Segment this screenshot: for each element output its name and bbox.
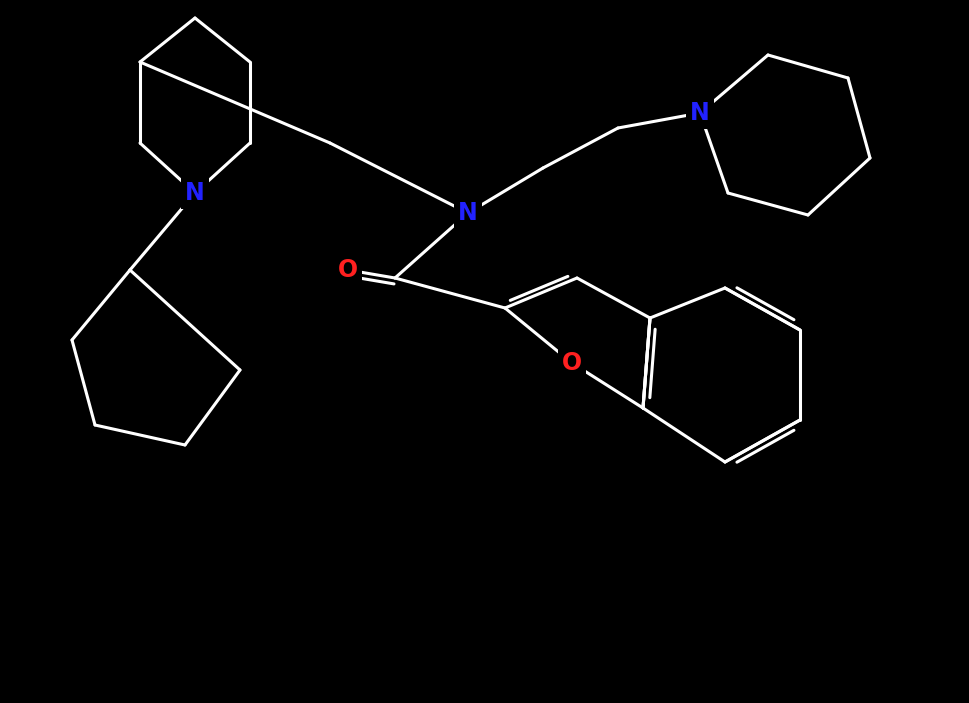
Text: N: N	[458, 201, 478, 225]
Text: O: O	[338, 258, 359, 282]
Text: N: N	[185, 181, 204, 205]
Text: O: O	[562, 351, 582, 375]
Text: N: N	[690, 101, 710, 125]
